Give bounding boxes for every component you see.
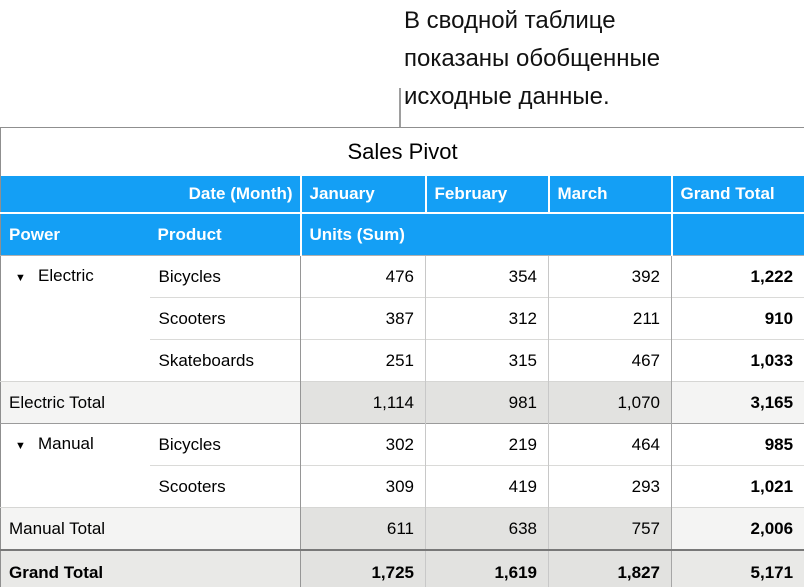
annotation-line-1: В сводной таблице	[404, 7, 616, 34]
cell-march[interactable]: 1,070	[548, 381, 672, 424]
row-manual-total: Manual Total 611 638 757 2,006	[0, 507, 804, 550]
row-grand-total: Grand Total 1,725 1,619 1,827 5,171	[0, 549, 804, 587]
cell-grand-total[interactable]: 5,171	[670, 549, 804, 587]
subtotal-label[interactable]: Electric Total	[0, 381, 301, 424]
callout-line	[399, 88, 401, 127]
cell-february[interactable]: 354	[425, 255, 549, 298]
cell-march[interactable]: 464	[548, 423, 672, 466]
cell-product[interactable]: Scooters	[149, 465, 301, 508]
cell-march[interactable]: 757	[548, 507, 672, 550]
group-label: Manual	[38, 434, 94, 453]
header-power[interactable]: Power	[0, 212, 150, 256]
subtotal-label[interactable]: Manual Total	[0, 507, 301, 550]
header-february[interactable]: February	[424, 176, 549, 213]
table-title-row: Sales Pivot	[0, 127, 804, 176]
row-manual-bicycles: ▼ Manual Bicycles 302 219 464 985	[0, 423, 804, 508]
cell-february[interactable]: 312	[425, 297, 549, 340]
annotation-text: В сводной таблице показаны обобщенные ис…	[404, 2, 660, 116]
pivot-table: Sales Pivot Date (Month) January Februar…	[0, 127, 804, 587]
cell-february[interactable]: 315	[425, 339, 549, 382]
header-grand-total[interactable]: Grand Total	[670, 176, 804, 213]
cell-grand-total[interactable]: 3,165	[670, 381, 804, 424]
cell-product[interactable]: Scooters	[149, 297, 301, 340]
column-header-row: Date (Month) January February March Gran…	[0, 176, 804, 213]
row-manual-scooters: Scooters 309 419 293 1,021	[1, 465, 804, 508]
cell-march[interactable]: 467	[548, 339, 672, 382]
cell-grand-total[interactable]: 1,021	[670, 465, 804, 508]
cell-february[interactable]: 1,619	[425, 549, 549, 587]
cell-march[interactable]: 1,827	[548, 549, 672, 587]
cell-grand-total[interactable]: 1,033	[670, 339, 804, 382]
grand-total-label[interactable]: Grand Total	[0, 549, 301, 587]
cell-march[interactable]: 293	[548, 465, 672, 508]
cell-february[interactable]: 981	[425, 381, 549, 424]
cell-january[interactable]: 611	[300, 507, 426, 550]
header-march[interactable]: March	[547, 176, 672, 213]
cell-january[interactable]: 309	[300, 465, 426, 508]
field-header-row: Power Product Units (Sum)	[0, 212, 804, 256]
cell-grand-total[interactable]: 985	[670, 423, 804, 466]
cell-january[interactable]: 387	[300, 297, 426, 340]
header-grand-total-spacer[interactable]	[670, 212, 804, 256]
cell-product[interactable]: Skateboards	[149, 339, 301, 382]
header-product[interactable]: Product	[149, 212, 301, 256]
header-january[interactable]: January	[299, 176, 426, 213]
cell-february[interactable]: 638	[425, 507, 549, 550]
cell-january[interactable]: 251	[300, 339, 426, 382]
cell-february[interactable]: 219	[425, 423, 549, 466]
header-units-sum[interactable]: Units (Sum)	[299, 212, 672, 256]
row-electric-skateboards: Skateboards 251 315 467 1,033	[1, 339, 804, 382]
group-manual[interactable]: ▼ Manual	[0, 423, 150, 508]
cell-march[interactable]: 392	[548, 255, 672, 298]
row-electric-total: Electric Total 1,114 981 1,070 3,165	[0, 381, 804, 424]
cell-product[interactable]: Bicycles	[149, 255, 301, 298]
row-electric-bicycles: ▼ Electric Bicycles 476 354 392 1,222	[0, 255, 804, 382]
group-electric[interactable]: ▼ Electric	[0, 255, 150, 382]
row-electric-scooters: Scooters 387 312 211 910	[1, 297, 804, 340]
cell-january[interactable]: 1,114	[300, 381, 426, 424]
disclosure-triangle-icon[interactable]: ▼	[15, 272, 26, 284]
group-label: Electric	[38, 266, 94, 285]
annotation-line-3: исходные данные.	[404, 83, 610, 110]
cell-grand-total[interactable]: 2,006	[670, 507, 804, 550]
disclosure-triangle-icon[interactable]: ▼	[15, 440, 26, 452]
cell-january[interactable]: 476	[300, 255, 426, 298]
cell-january[interactable]: 1,725	[300, 549, 426, 587]
cell-january[interactable]: 302	[300, 423, 426, 466]
cell-product[interactable]: Bicycles	[149, 423, 301, 466]
header-date-month[interactable]: Date (Month)	[0, 176, 301, 213]
cell-february[interactable]: 419	[425, 465, 549, 508]
cell-grand-total[interactable]: 910	[670, 297, 804, 340]
cell-grand-total[interactable]: 1,222	[670, 255, 804, 298]
annotation-line-2: показаны обобщенные	[404, 45, 661, 72]
cell-march[interactable]: 211	[548, 297, 672, 340]
table-title[interactable]: Sales Pivot	[0, 127, 804, 176]
